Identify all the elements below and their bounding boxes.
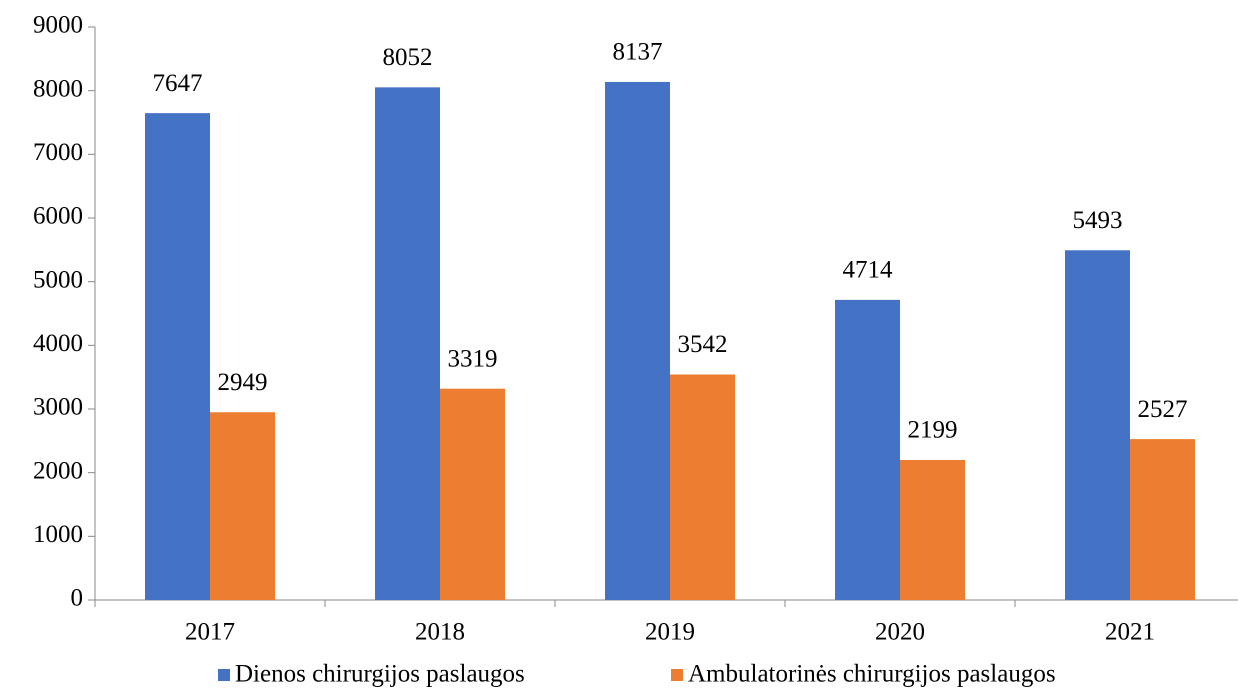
bar-ambulatorines [900,459,965,600]
y-tick-label: 0 [71,585,84,612]
bar-ambulatorines [210,412,275,600]
y-tick-label: 2000 [33,457,83,484]
y-tick-label: 6000 [33,203,83,230]
bar-data-label: 4714 [843,257,894,284]
x-category-label: 2019 [645,619,695,646]
x-category-label: 2018 [415,619,465,646]
bar-dienos [375,87,440,600]
y-axis: 0 1000 2000 3000 4000 5000 6000 7000 8000 9000 [33,12,96,612]
bar-dienos [145,113,210,601]
bar-ambulatorines [440,388,505,600]
bar-data-label: 8137 [613,39,663,66]
bar-data-label: 3542 [678,331,728,358]
x-category-label: 2017 [185,619,235,646]
bar-dienos [1065,250,1130,601]
legend: Dienos chirurgijos paslaugos Ambulatorinė… [218,661,1056,688]
y-tick-label: 3000 [33,394,83,421]
y-tick-label: 7000 [33,139,83,166]
bar-ambulatorines [670,374,735,600]
x-category-label: 2021 [1105,619,1155,646]
bar-data-label: 2527 [1138,396,1188,423]
legend-label: Ambulatorinės chirurgijos paslaugos [688,661,1056,688]
y-tick-label: 5000 [33,266,83,293]
y-tick-label: 8000 [33,75,83,102]
legend-label: Dienos chirurgijos paslaugos [235,661,525,688]
bar-data-label: 5493 [1073,207,1123,234]
x-category-label: 2020 [875,619,925,646]
bar-dienos [835,299,900,600]
bars [145,81,1195,601]
y-tick-label: 9000 [33,12,83,39]
bar-data-label: 3319 [448,345,498,372]
bar-data-label: 2949 [218,369,268,396]
y-tick-label: 4000 [33,330,83,357]
y-tick-label: 1000 [33,521,83,548]
bar-data-label: 8052 [383,44,433,71]
legend-swatch [218,669,230,681]
x-axis: 2017 2018 2019 2020 2021 [94,599,1238,646]
bar-ambulatorines [1130,439,1195,600]
bar-data-label: 7647 [153,70,203,97]
bar-dienos [605,81,670,600]
data-labels: 7647 2949 8052 3319 8137 3542 4714 2199 5493 2527 [153,39,1188,444]
bar-data-label: 2199 [908,417,958,444]
legend-swatch [671,669,683,681]
